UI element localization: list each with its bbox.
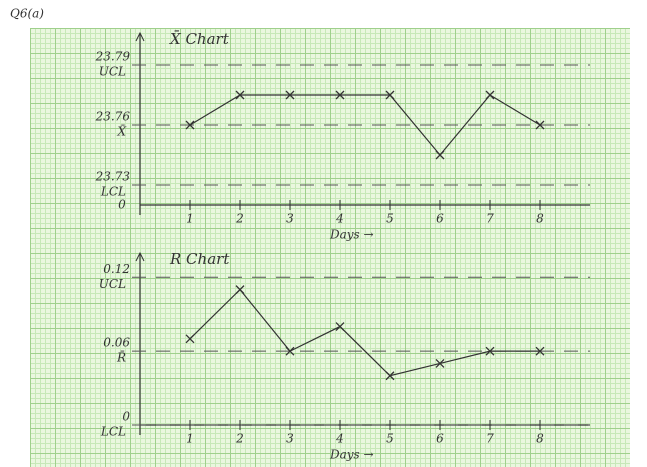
point-marker — [486, 91, 494, 99]
y-tick-label: 0.12 — [103, 262, 130, 276]
x-tick-label: 4 — [335, 212, 344, 226]
chart-title: R Chart — [169, 250, 230, 268]
x-axis-label: Days → — [329, 448, 374, 462]
point-marker — [186, 335, 194, 343]
control-label: LCL — [100, 425, 126, 439]
x-tick-label: 1 — [186, 212, 194, 226]
x-tick-label: 4 — [335, 432, 344, 446]
point-marker — [436, 359, 444, 367]
page: Q6(a) X̄ ChartDays →023.73LCL23.76X̄23.7… — [0, 0, 647, 467]
origin-label: 0 — [118, 198, 126, 212]
point-marker — [236, 286, 244, 294]
y-tick-label: 0.06 — [103, 336, 130, 350]
x-tick-label: 5 — [386, 212, 394, 226]
question-label: Q6(a) — [10, 7, 44, 21]
point-marker — [436, 151, 444, 159]
x-tick-label: 8 — [536, 432, 544, 446]
point-marker — [386, 372, 394, 380]
x-tick-label: 7 — [486, 212, 494, 226]
control-label: R̄ — [116, 349, 126, 364]
x-tick-label: 3 — [286, 432, 294, 446]
x-tick-label: 2 — [235, 212, 244, 226]
y-tick-label: 23.73 — [95, 170, 131, 184]
control-label: UCL — [99, 65, 126, 79]
charts: Q6(a) X̄ ChartDays →023.73LCL23.76X̄23.7… — [0, 0, 647, 467]
point-marker — [336, 323, 344, 331]
x-tick-label: 5 — [386, 432, 394, 446]
x-tick-label: 8 — [536, 212, 544, 226]
chart-title: X̄ Chart — [169, 30, 230, 48]
x-tick-label: 2 — [235, 432, 244, 446]
y-tick-label: 23.76 — [95, 110, 131, 124]
y-tick-label: 23.79 — [95, 50, 131, 64]
control-label: LCL — [100, 185, 126, 199]
x-axis-label: Days → — [329, 228, 374, 242]
x-tick-label: 3 — [286, 212, 294, 226]
x-tick-label: 1 — [186, 432, 194, 446]
x-tick-label: 7 — [486, 432, 494, 446]
data-line — [190, 290, 540, 376]
x-tick-label: 6 — [436, 432, 444, 446]
control-label: X̄ — [116, 123, 126, 138]
control-label: UCL — [99, 277, 126, 291]
y-tick-label: 0 — [122, 410, 130, 424]
data-line — [190, 95, 540, 155]
x-tick-label: 6 — [436, 212, 444, 226]
